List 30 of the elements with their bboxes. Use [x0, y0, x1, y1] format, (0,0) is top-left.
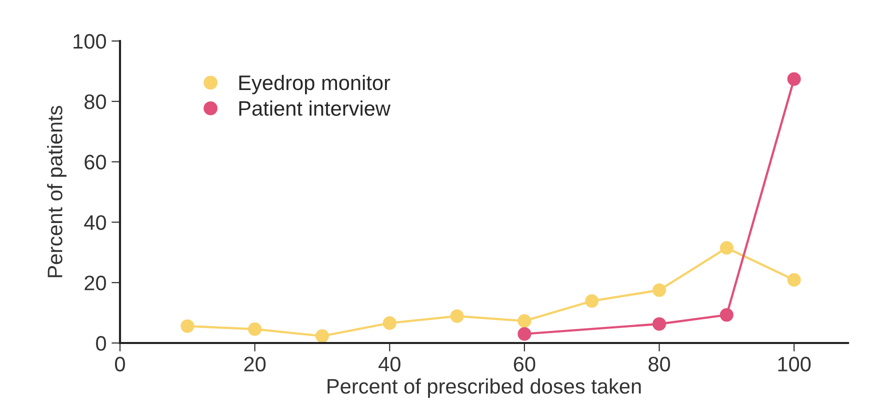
point	[652, 283, 666, 297]
y-axis-title: Percent of patients	[47, 106, 66, 278]
x-axis-title: Percent of prescribed doses taken	[328, 378, 641, 398]
x-tick-label: 100	[778, 356, 811, 372]
x-tick-label: 60	[514, 356, 536, 372]
point	[518, 327, 532, 341]
x-tick-label: 40	[378, 356, 400, 372]
y-tick-label: 100	[74, 34, 106, 49]
x-tick-label: 20	[244, 356, 266, 372]
point	[248, 322, 262, 336]
point	[382, 316, 396, 330]
point	[585, 294, 599, 308]
point	[652, 317, 666, 331]
point	[518, 314, 532, 328]
x-tick-label: 0	[115, 356, 125, 372]
point	[450, 309, 464, 323]
y-tick-label: 80	[84, 94, 106, 110]
y-tick-label: 0	[96, 336, 106, 351]
y-tick-label: 20	[84, 276, 106, 290]
point	[315, 329, 329, 343]
point	[720, 308, 734, 322]
legend-label: Patient interview	[239, 100, 391, 116]
x-tick-label: 80	[648, 356, 670, 372]
y-tick-label: 40	[84, 215, 106, 230]
point	[787, 72, 801, 86]
y-tick-label: 60	[84, 154, 106, 170]
legend-label: Eyedrop monitor	[239, 74, 390, 94]
point	[787, 273, 801, 287]
point	[180, 319, 194, 333]
point	[720, 241, 734, 255]
